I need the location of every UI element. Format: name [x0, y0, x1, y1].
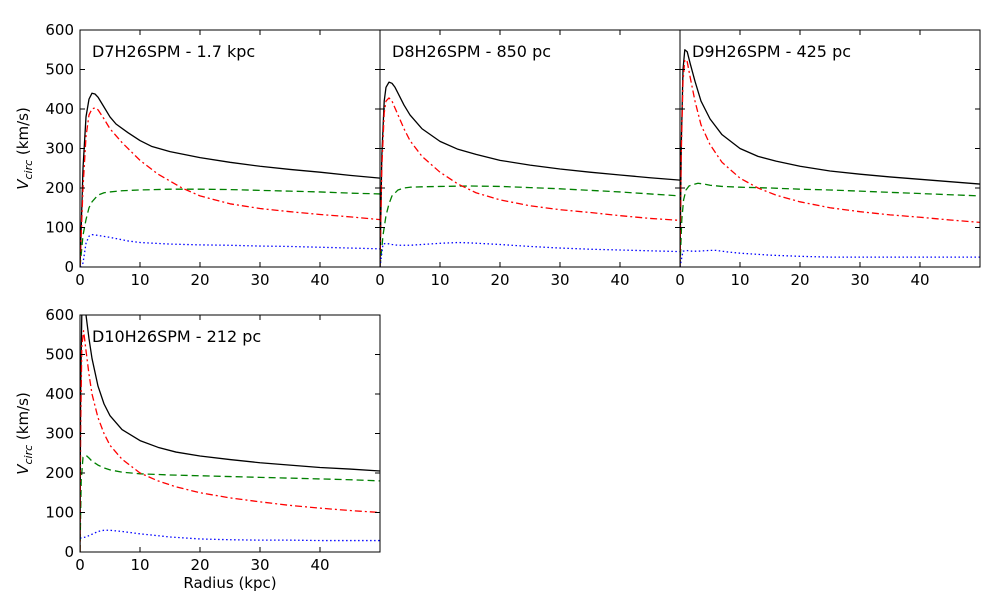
- y-tick-label: 500: [45, 346, 74, 364]
- y-tick-label: 0: [64, 543, 74, 561]
- series-group: [80, 92, 380, 267]
- series-group: [680, 49, 980, 267]
- y-tick-label: 600: [45, 306, 74, 324]
- y-axis-label: Vcirc (km/s): [14, 392, 35, 475]
- series-line-dark-matter: [80, 188, 380, 267]
- x-tick-label: 0: [675, 271, 685, 289]
- series-line-gas: [80, 233, 380, 267]
- series-line-gas: [80, 529, 380, 542]
- y-tick-label: 600: [45, 21, 74, 39]
- panel-d8h26spm: 0 10 20 30 40 D8H26SPM - 850 pc: [375, 29, 681, 289]
- x-tick-label: 20: [790, 271, 809, 289]
- panel-d9h26spm: 0 10 20 30 40 D9H26SPM - 425 pc: [675, 29, 981, 289]
- series-group: [80, 315, 380, 552]
- x-tick-label: 20: [190, 556, 209, 574]
- series-line-stars: [80, 330, 380, 552]
- x-tick-label: 30: [250, 556, 269, 574]
- panel-title: D9H26SPM - 425 pc: [692, 42, 851, 61]
- panel-title: D10H26SPM - 212 pc: [92, 327, 261, 346]
- plot-frame: [79, 314, 381, 553]
- y-tick-label: 400: [45, 385, 74, 403]
- series-line-stars: [80, 107, 380, 267]
- series-group: [380, 81, 680, 267]
- y-axis-label: Vcirc (km/s): [14, 107, 35, 190]
- series-line-stars: [680, 58, 980, 267]
- series-line-total: [80, 92, 380, 267]
- x-tick-label: 30: [850, 271, 869, 289]
- y-tick-label: 300: [45, 140, 74, 158]
- x-tick-label: 20: [190, 271, 209, 289]
- y-tick-label: 0: [64, 258, 74, 276]
- x-tick-label: 0: [375, 271, 385, 289]
- series-line-gas: [680, 249, 980, 267]
- x-tick-label: 30: [550, 271, 569, 289]
- series-line-dark-matter: [80, 454, 380, 552]
- series-line-gas: [380, 241, 680, 267]
- x-tick-label: 10: [130, 556, 149, 574]
- series-line-dark-matter: [680, 182, 980, 267]
- y-tick-label: 200: [45, 464, 74, 482]
- panel-title: D7H26SPM - 1.7 kpc: [92, 42, 255, 61]
- x-tick-label: 40: [310, 556, 329, 574]
- y-tick-label: 300: [45, 425, 74, 443]
- plot-frame: [79, 29, 381, 268]
- plot-frame: [379, 29, 681, 268]
- x-tick-label: 40: [910, 271, 929, 289]
- series-line-total: [80, 315, 380, 552]
- panel-title: D8H26SPM - 850 pc: [392, 42, 551, 61]
- x-tick-label: 10: [130, 271, 149, 289]
- series-line-dark-matter: [380, 185, 680, 267]
- x-tick-label: 0: [75, 556, 85, 574]
- series-line-total: [380, 81, 680, 267]
- x-tick-label: 20: [490, 271, 509, 289]
- x-tick-label: 10: [730, 271, 749, 289]
- x-axis-label: Radius (kpc): [183, 574, 276, 592]
- x-tick-label: 0: [75, 271, 85, 289]
- y-tick-label: 500: [45, 61, 74, 79]
- x-tick-label: 30: [250, 271, 269, 289]
- y-tick-label: 100: [45, 219, 74, 237]
- y-tick-label: 100: [45, 504, 74, 522]
- x-tick-label: 10: [430, 271, 449, 289]
- series-line-total: [680, 49, 980, 267]
- plot-frame: [679, 29, 981, 268]
- x-tick-label: 40: [610, 271, 629, 289]
- x-tick-label: 40: [310, 271, 329, 289]
- y-tick-label: 400: [45, 100, 74, 118]
- y-tick-label: 200: [45, 179, 74, 197]
- series-line-stars: [380, 97, 680, 267]
